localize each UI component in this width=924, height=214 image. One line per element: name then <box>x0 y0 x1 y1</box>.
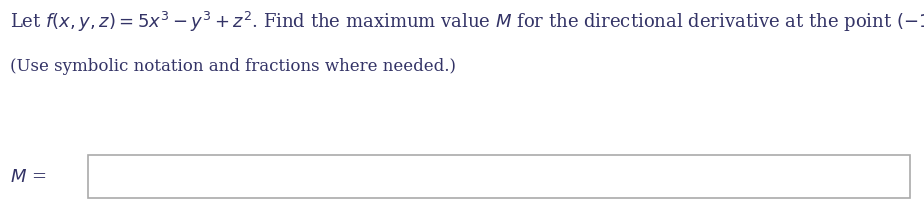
FancyBboxPatch shape <box>88 155 910 198</box>
Text: (Use symbolic notation and fractions where needed.): (Use symbolic notation and fractions whe… <box>10 58 456 75</box>
Text: Let $f(x, y, z) = 5x^3 - y^3 + z^2$. Find the maximum value $M$ for the directio: Let $f(x, y, z) = 5x^3 - y^3 + z^2$. Fin… <box>10 10 924 34</box>
Text: $M$ =: $M$ = <box>10 168 46 186</box>
